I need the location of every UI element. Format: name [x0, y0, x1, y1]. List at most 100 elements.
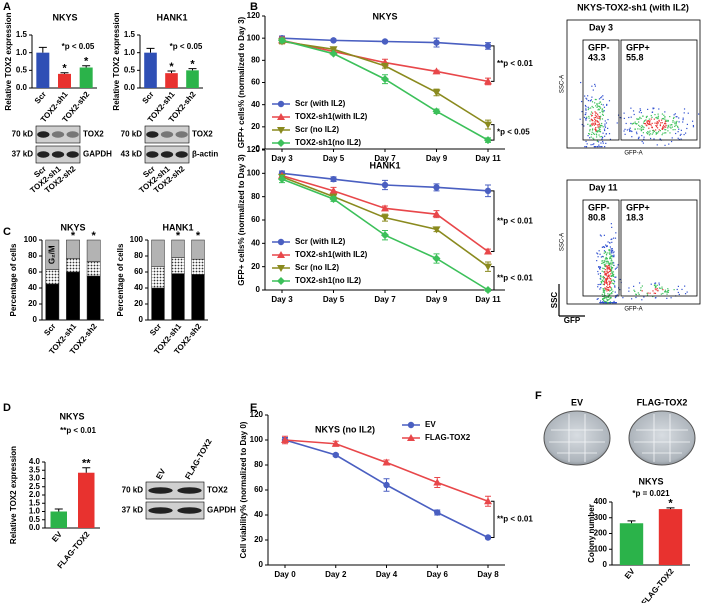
significance-mark: ** — [82, 458, 91, 470]
chart-title: NKYS — [52, 12, 77, 22]
event-dot — [603, 261, 606, 263]
event-dot — [614, 302, 616, 304]
event-dot — [631, 298, 633, 300]
event-dot — [617, 264, 619, 266]
event-dot — [597, 283, 599, 286]
error-bar — [60, 72, 69, 74]
event-dot — [644, 123, 646, 125]
event-dot — [601, 270, 603, 272]
event-dot — [601, 262, 603, 265]
event-dot — [599, 124, 602, 127]
x-tick-label: Day 2 — [325, 570, 347, 579]
event-dot — [677, 137, 679, 139]
event-dot — [675, 123, 677, 125]
error-bar — [146, 47, 155, 53]
event-dot — [605, 257, 607, 259]
event-dot — [600, 282, 603, 284]
event-dot — [599, 288, 601, 290]
event-dot — [604, 282, 606, 284]
event-dot — [597, 124, 599, 126]
event-dot — [610, 289, 612, 292]
event-dot — [602, 267, 604, 269]
event-dot — [639, 116, 641, 118]
event-dot — [602, 142, 604, 144]
event-dot — [603, 302, 605, 304]
event-dot — [598, 116, 601, 118]
event-dot — [594, 111, 596, 113]
bar-segment — [45, 269, 60, 285]
event-dot — [675, 132, 677, 135]
plate-grid — [549, 414, 605, 462]
event-dot — [649, 130, 651, 132]
event-dot — [596, 117, 598, 119]
event-dot — [604, 135, 606, 137]
y-tick-label: 0 — [603, 560, 608, 569]
event-dot — [610, 255, 612, 258]
event-dot — [674, 123, 676, 125]
event-dot — [677, 291, 679, 294]
event-dot — [585, 108, 587, 110]
flow-x-label: GFP-A — [624, 151, 642, 157]
marker — [484, 77, 492, 85]
y-tick-label: 400 — [594, 497, 608, 506]
event-dot — [608, 100, 611, 102]
event-dot — [657, 122, 659, 124]
event-dot — [639, 125, 641, 127]
event-dot — [625, 122, 627, 125]
event-dot — [651, 116, 653, 119]
significance-mark: * — [84, 56, 89, 68]
event-dot — [683, 133, 685, 136]
event-dot — [676, 116, 678, 118]
event-dot — [637, 292, 639, 294]
event-dot — [608, 248, 610, 251]
event-dot — [602, 246, 604, 248]
bar — [79, 67, 93, 88]
bar — [186, 70, 199, 88]
chart-title: HANK1 — [156, 12, 187, 22]
event-dot — [602, 291, 604, 293]
event-dot — [663, 127, 665, 129]
event-dot — [603, 110, 605, 112]
event-dot — [612, 290, 614, 292]
event-dot — [603, 261, 605, 264]
y-tick-label: 60 — [28, 267, 37, 276]
event-dot — [626, 129, 628, 131]
event-dot — [602, 132, 604, 134]
event-dot — [597, 273, 599, 275]
event-dot — [657, 115, 660, 117]
event-dot — [655, 117, 657, 119]
event-dot — [595, 112, 597, 114]
event-dot — [616, 266, 618, 268]
event-dot — [595, 131, 597, 133]
y-tick-label: 0.5 — [16, 65, 28, 74]
event-dot — [602, 140, 604, 143]
event-dot — [595, 119, 597, 122]
event-dot — [648, 134, 651, 136]
gate-percent: 80.8 — [588, 212, 606, 222]
event-dot — [612, 264, 615, 267]
segment-label: G₂/M — [47, 245, 56, 264]
event-dot — [634, 290, 636, 293]
event-dot — [606, 290, 608, 292]
marker — [281, 436, 289, 443]
event-dot — [589, 130, 591, 132]
event-dot — [604, 287, 606, 289]
y-tick-label: 0 — [33, 315, 38, 324]
event-dot — [588, 117, 590, 119]
event-dot — [600, 235, 602, 237]
event-dot — [592, 122, 594, 124]
event-dot — [672, 129, 674, 131]
event-dot — [590, 107, 592, 109]
gate-percent: 43.3 — [588, 52, 606, 62]
event-dot — [606, 266, 608, 268]
marker — [381, 204, 389, 212]
bar-segment — [86, 275, 101, 321]
event-dot — [607, 272, 609, 274]
event-dot — [612, 261, 614, 263]
event-dot — [598, 108, 600, 110]
event-dot — [603, 267, 605, 270]
event-dot — [660, 122, 662, 124]
event-dot — [579, 118, 581, 120]
bar — [619, 523, 644, 565]
